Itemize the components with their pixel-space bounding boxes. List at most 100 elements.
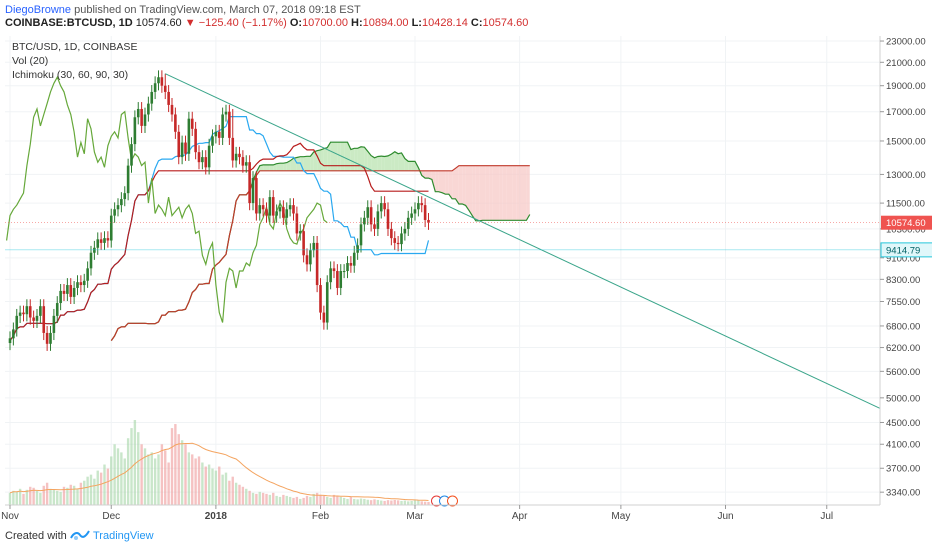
- volume-bar: [427, 501, 430, 505]
- time-axis: Nov Dec 2018 Feb Mar Apr May Jun Jul: [1, 504, 880, 522]
- volume-bar: [52, 489, 56, 505]
- candle-body: [79, 282, 83, 286]
- cloud-segment: [485, 165, 490, 221]
- tradingview-brand-link[interactable]: TradingView: [93, 530, 154, 542]
- cloud-segment: [516, 165, 520, 221]
- chart-overlay: [5, 73, 885, 507]
- candle-body: [322, 312, 326, 323]
- level-text: 9414.79: [886, 245, 920, 256]
- candle-body: [261, 205, 265, 210]
- volume-bar: [218, 466, 221, 505]
- candle-body: [66, 285, 69, 294]
- time-tick-label: 2018: [205, 511, 228, 522]
- candle-body: [417, 203, 420, 210]
- candle-body: [18, 312, 22, 316]
- candle-body: [201, 157, 204, 163]
- cloud-segment: [388, 154, 392, 171]
- cloud-segment: [327, 142, 331, 171]
- chart-legend: BTC/USD, 1D, COINBASE Vol (20) Ichimoku (3…: [12, 41, 137, 81]
- price-tick-label: 15000.00: [886, 136, 926, 147]
- candle-body: [309, 250, 312, 265]
- price-change: ▼ −125.40 (−1.17%): [184, 17, 287, 29]
- cloud-segment: [364, 147, 368, 171]
- symbol-label: COINBASE:BTCUSD, 1D: [5, 17, 133, 29]
- candle-body: [363, 217, 366, 225]
- volume-bar: [332, 494, 336, 505]
- volume-bar: [251, 492, 255, 505]
- candle-body: [349, 263, 353, 266]
- candle-body: [238, 153, 241, 158]
- candle-body: [352, 252, 356, 266]
- price-tick-label: 6200.00: [886, 343, 920, 354]
- candle-body: [76, 282, 79, 288]
- cloud-segment: [489, 165, 493, 221]
- author-link[interactable]: DiegoBrowne: [5, 4, 72, 16]
- candle-body: [285, 209, 289, 218]
- kijun-sen-line: [9, 142, 429, 341]
- time-tick-label: Apr: [512, 511, 528, 522]
- cloud-segment: [266, 164, 270, 171]
- volume-bar: [329, 497, 332, 505]
- cloud-segment: [320, 148, 324, 171]
- volume-bar: [201, 462, 204, 505]
- time-tick-label: Nov: [1, 511, 19, 522]
- candle-body: [386, 209, 390, 229]
- cloud-segment: [519, 165, 523, 221]
- volume-bar: [204, 466, 207, 505]
- candle-body: [49, 332, 52, 344]
- candle-body: [211, 136, 214, 146]
- volume-bar: [214, 470, 218, 505]
- volume-bar: [93, 478, 96, 505]
- cloud-segment: [496, 165, 500, 221]
- candle-body: [190, 118, 194, 129]
- candle-body: [147, 103, 150, 115]
- volume-bar: [312, 493, 315, 505]
- candle-body: [231, 137, 235, 161]
- candle-body: [332, 268, 336, 272]
- cloud-segment: [482, 165, 486, 221]
- candle-body: [109, 215, 113, 241]
- volume-bar: [386, 500, 390, 505]
- candle-body: [241, 157, 245, 166]
- volume-bar: [248, 490, 251, 505]
- cloud-segment: [367, 151, 372, 171]
- volume-bar: [373, 499, 376, 505]
- legend-item: Ichimoku (30, 60, 90, 30): [12, 69, 128, 81]
- volume-bar: [153, 458, 157, 505]
- candle-body: [302, 231, 305, 256]
- volume-bar: [403, 500, 407, 505]
- volume-bars: [8, 420, 430, 505]
- cloud-segment: [276, 163, 280, 171]
- cloud-segment: [442, 170, 446, 195]
- volume-bar: [32, 487, 35, 505]
- volume-bar: [285, 495, 288, 505]
- cloud-segment: [475, 165, 480, 221]
- candle-body: [295, 213, 299, 234]
- cloud-segment: [404, 158, 409, 171]
- volume-bar: [69, 484, 72, 505]
- cloud-segment: [384, 155, 388, 171]
- time-tick-label: May: [611, 511, 630, 522]
- volume-bar: [66, 487, 69, 505]
- price-chart[interactable]: 23000.00 21000.00 19000.00 17000.00 15000.00…: [0, 32, 932, 522]
- candle-body: [180, 142, 184, 158]
- senkou-span-b-line: [110, 165, 530, 341]
- cloud-segment: [303, 156, 307, 171]
- candle-body: [214, 131, 218, 137]
- volume-bar: [123, 458, 126, 505]
- volume-bar: [268, 494, 272, 505]
- cloud-segment: [391, 151, 395, 171]
- candle-body: [177, 131, 181, 158]
- volume-bar: [79, 482, 83, 505]
- cloud-segment: [377, 156, 382, 171]
- high-label: H:: [351, 17, 363, 29]
- candle-body: [234, 153, 238, 161]
- cloud-segment: [506, 165, 510, 221]
- volume-bar: [369, 500, 373, 505]
- cloud-segment: [523, 165, 527, 221]
- cloud-segment: [354, 148, 358, 171]
- price-axis: 23000.00 21000.00 19000.00 17000.00 15000.00…: [879, 36, 932, 505]
- candle-body: [376, 211, 380, 229]
- candle-body: [366, 207, 370, 218]
- candle-body: [113, 209, 116, 216]
